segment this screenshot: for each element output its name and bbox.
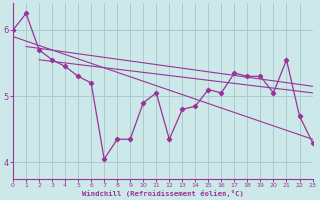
X-axis label: Windchill (Refroidissement éolien,°C): Windchill (Refroidissement éolien,°C) [82, 190, 244, 197]
